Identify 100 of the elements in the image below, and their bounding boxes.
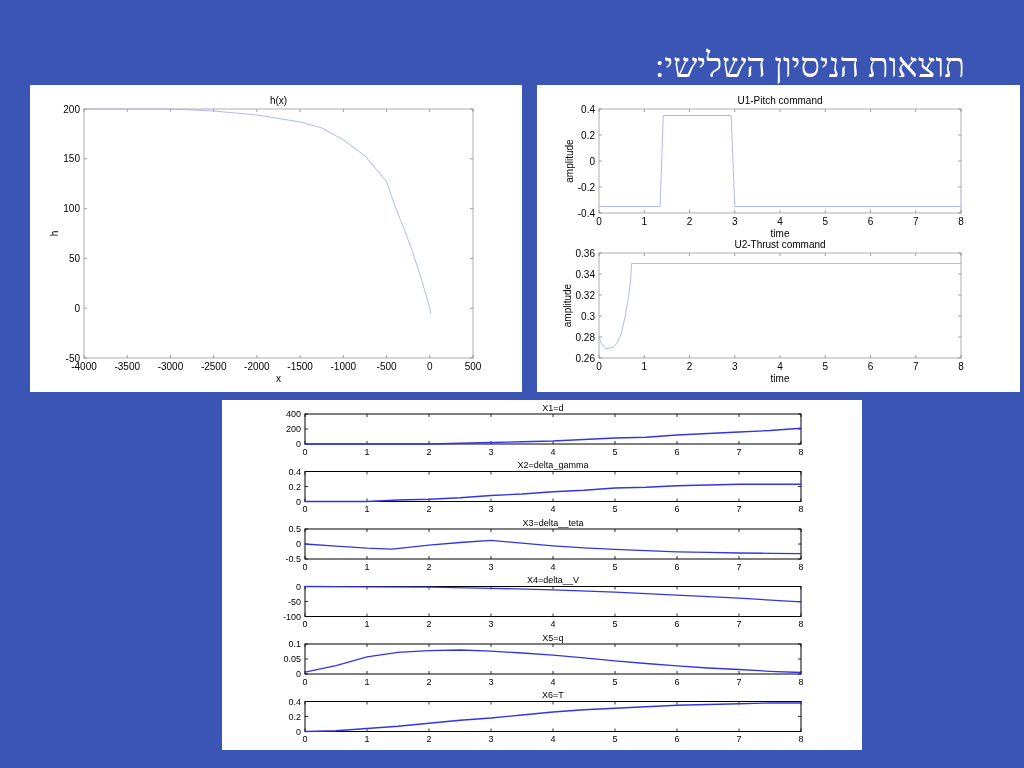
x-tick-label: 0 xyxy=(302,561,308,572)
chart-title: U2-Thrust command xyxy=(734,239,826,250)
y-tick-label: 0.1 xyxy=(288,639,301,650)
x-tick-label: 8 xyxy=(798,676,804,687)
line-series xyxy=(598,263,962,349)
x-tick-label: 2 xyxy=(426,504,432,514)
x-tick-label: 1 xyxy=(641,361,648,372)
line-series xyxy=(83,108,432,314)
x-tick-label: 7 xyxy=(736,619,742,629)
x-tick-label: 0 xyxy=(596,361,603,372)
x-tick-label: 2 xyxy=(426,676,432,687)
line-series xyxy=(304,483,802,503)
x-tick-label: 2 xyxy=(426,619,432,629)
x-tick-label: 4 xyxy=(777,216,784,227)
chart-title: X6=T xyxy=(542,690,565,700)
x-tick-label: 0 xyxy=(302,734,308,744)
x-tick-label: 3 xyxy=(488,619,494,629)
x-tick-label: 6 xyxy=(674,676,680,687)
x-tick-label: 8 xyxy=(798,504,804,514)
line-series xyxy=(304,585,802,603)
chart-title: X1=d xyxy=(542,402,564,413)
x-tick-label: 8 xyxy=(798,734,804,744)
x-tick-label: 1 xyxy=(364,734,370,744)
y-tick-label: 0.26 xyxy=(575,352,596,364)
x-tick-label: 0 xyxy=(427,361,433,372)
x-tick-label: 3 xyxy=(488,561,494,572)
x-tick-label: 3 xyxy=(488,504,494,514)
x-tick-label: 0 xyxy=(302,619,308,629)
y-tick-label: 400 xyxy=(285,409,301,420)
x-tick-label: 8 xyxy=(798,619,804,629)
x-tick-label: 1 xyxy=(364,504,370,514)
x-tick-label: 5 xyxy=(612,619,618,629)
chart-title: U1-Pitch command xyxy=(737,95,823,106)
y-tick-label: 100 xyxy=(63,203,81,215)
chart-title: h(x) xyxy=(269,95,288,106)
y-tick-label: 0.28 xyxy=(575,331,596,343)
x-tick-label: 5 xyxy=(612,734,618,744)
y-tick-label: -0.5 xyxy=(285,554,301,565)
x-tick-label: -1500 xyxy=(287,361,314,372)
x-tick-label: 1 xyxy=(364,446,370,457)
x-tick-label: 1 xyxy=(364,676,370,687)
y-axis-title: h xyxy=(49,230,61,237)
x-axis-title: x xyxy=(276,373,281,384)
y-tick-label: 0.34 xyxy=(575,268,596,280)
y-tick-label: 0.4 xyxy=(288,696,301,707)
x-tick-label: 8 xyxy=(798,446,804,457)
y-tick-label: 0.4 xyxy=(581,103,596,115)
x-tick-label: 3 xyxy=(488,734,494,744)
x-tick-label: 6 xyxy=(674,619,680,629)
x-tick-label: 1 xyxy=(364,619,370,629)
y-tick-label: 200 xyxy=(63,103,81,115)
text: תוצאות הניסיון השלישי: xyxy=(654,46,965,86)
x-tick-label: 5 xyxy=(822,216,829,227)
x-tick-label: 0 xyxy=(302,446,308,457)
line-series xyxy=(304,539,802,555)
x-tick-label: -500 xyxy=(376,361,397,372)
x-tick-label: 6 xyxy=(674,561,680,572)
x-tick-label: 7 xyxy=(736,561,742,572)
x-tick-label: 6 xyxy=(674,734,680,744)
chart-title: X5=q xyxy=(542,632,564,643)
y-tick-label: -0.2 xyxy=(577,181,596,193)
x-tick-label: 4 xyxy=(550,734,556,744)
x-tick-label: 5 xyxy=(612,676,618,687)
y-tick-label: 0 xyxy=(295,539,301,550)
x-tick-label: 8 xyxy=(958,361,965,372)
y-tick-label: 0.2 xyxy=(288,711,301,722)
x-tick-label: 2 xyxy=(426,561,432,572)
x-tick-label: 2 xyxy=(426,446,432,457)
x-tick-label: 4 xyxy=(777,361,784,372)
x-tick-label: 7 xyxy=(912,361,919,372)
x-tick-label: -2500 xyxy=(200,361,227,372)
x-tick-label: 2 xyxy=(686,361,693,372)
x-tick-label: 7 xyxy=(736,504,742,514)
x-tick-label: 5 xyxy=(822,361,829,372)
line-series xyxy=(304,649,802,674)
x-tick-label: -1000 xyxy=(330,361,357,372)
x-tick-label: 4 xyxy=(550,504,556,514)
x-tick-label: 500 xyxy=(464,361,482,372)
x-tick-label: 3 xyxy=(731,216,738,227)
x-tick-label: 5 xyxy=(612,561,618,572)
y-tick-label: 0.36 xyxy=(575,247,596,259)
x-tick-label: 4 xyxy=(550,676,556,687)
y-tick-label: -50 xyxy=(65,352,81,364)
chart-title: X3=delta__teta xyxy=(522,517,584,528)
chart-title: X2=delta_gamma xyxy=(517,460,589,470)
x-tick-label: 4 xyxy=(550,619,556,629)
x-tick-label: 2 xyxy=(686,216,693,227)
y-tick-label: 200 xyxy=(285,424,301,435)
y-tick-label: 0 xyxy=(295,496,301,507)
x-tick-label: 5 xyxy=(612,446,618,457)
x-tick-label: 0 xyxy=(302,504,308,514)
x-tick-label: 1 xyxy=(641,216,648,227)
y-tick-label: 0 xyxy=(295,726,301,737)
x-tick-label: 4 xyxy=(550,561,556,572)
x-tick-label: 0 xyxy=(302,676,308,687)
x-tick-label: 3 xyxy=(731,361,738,372)
y-tick-label: 0 xyxy=(295,669,301,680)
y-tick-label: 0.4 xyxy=(288,466,301,477)
y-axis-title: amplitude xyxy=(563,138,575,183)
x-tick-label: 5 xyxy=(612,504,618,514)
